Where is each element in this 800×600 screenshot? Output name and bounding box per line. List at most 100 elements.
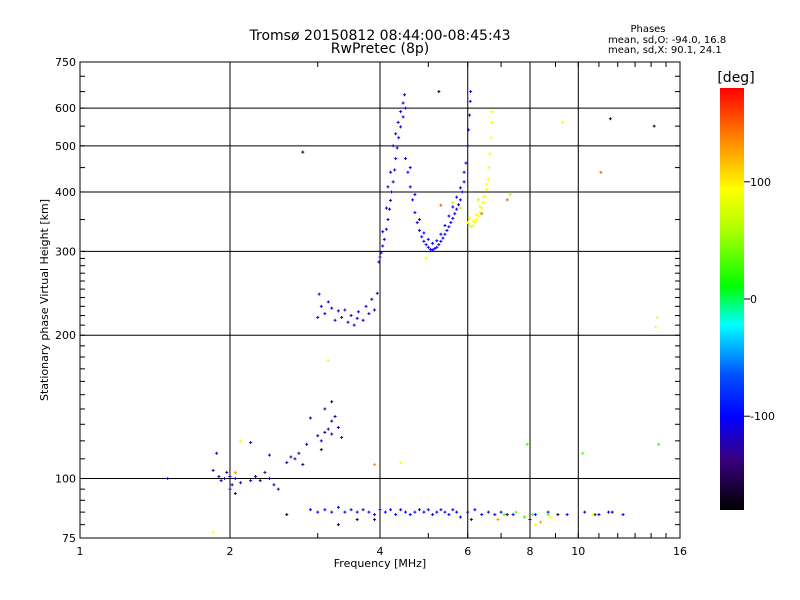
data-point: [316, 315, 320, 319]
data-point: [581, 451, 585, 455]
data-point: [263, 470, 267, 474]
data-point: [393, 168, 397, 172]
data-point: [301, 150, 305, 154]
data-point: [230, 483, 234, 487]
data-point: [435, 245, 439, 249]
data-point: [531, 513, 535, 517]
data-point: [211, 468, 215, 472]
data-point: [473, 508, 477, 512]
data-point: [330, 400, 334, 404]
data-point: [383, 510, 387, 514]
data-point: [431, 248, 435, 252]
y-axis-label: Stationary phase Virtual Height [km]: [38, 199, 51, 401]
data-point: [388, 207, 392, 211]
data-point: [386, 185, 390, 189]
data-point: [546, 513, 550, 517]
data-point: [386, 218, 390, 222]
data-point: [333, 414, 337, 418]
data-point: [556, 513, 560, 517]
data-point: [565, 513, 569, 517]
data-point: [549, 515, 553, 519]
data-point: [379, 251, 383, 255]
data-point: [308, 508, 312, 512]
data-point: [505, 198, 509, 202]
data-point: [481, 195, 485, 199]
data-point: [408, 513, 412, 517]
data-point: [476, 214, 480, 218]
data-point: [485, 187, 489, 191]
data-point: [406, 170, 410, 174]
data-point: [443, 232, 447, 236]
data-point: [455, 510, 459, 514]
data-point: [462, 180, 466, 184]
data-point: [413, 193, 417, 197]
data-point: [458, 198, 462, 202]
data-point: [455, 195, 459, 199]
data-point: [397, 136, 401, 140]
data-point: [417, 508, 421, 512]
colorbar-tick-label: 0: [750, 293, 757, 306]
data-point: [433, 247, 437, 251]
data-point: [599, 170, 603, 174]
data-point: [478, 211, 482, 215]
data-point: [437, 243, 441, 247]
data-point: [428, 247, 432, 251]
data-point: [340, 315, 344, 319]
data-point: [308, 416, 312, 420]
data-point: [399, 125, 403, 129]
data-point: [367, 510, 371, 514]
colorbar-ticks: 100 0 -100: [744, 176, 775, 423]
data-point: [361, 508, 365, 512]
data-point: [466, 221, 470, 225]
colorbar-tick-label: -100: [750, 410, 775, 423]
data-point: [285, 461, 289, 465]
data-point: [657, 442, 661, 446]
data-point: [228, 487, 232, 491]
data-point: [417, 228, 421, 232]
data-point: [462, 170, 466, 174]
data-point: [591, 513, 595, 517]
data-point: [464, 161, 468, 165]
data-point: [468, 99, 472, 103]
data-point: [422, 510, 426, 514]
data-point: [451, 201, 455, 205]
y-tick-label: 600: [55, 102, 76, 115]
data-point: [233, 492, 237, 496]
data-point: [561, 120, 565, 124]
data-point: [389, 198, 393, 202]
data-point: [239, 439, 243, 443]
data-point: [267, 453, 271, 457]
data-point: [466, 128, 470, 132]
data-point: [451, 508, 455, 512]
data-point: [443, 510, 447, 514]
data-point: [439, 203, 443, 207]
y-axis: 75 100 200 300 400 500 600 750: [55, 56, 680, 545]
data-point: [319, 448, 323, 452]
data-point: [451, 216, 455, 220]
data-point: [424, 256, 428, 260]
plot-grid: [80, 62, 680, 538]
data-point: [511, 513, 515, 517]
data-point: [483, 194, 487, 198]
data-point: [475, 218, 479, 222]
data-point: [317, 292, 321, 296]
data-point: [489, 136, 493, 140]
data-point: [336, 523, 340, 527]
stats-o: mean, sd,O: -94.0, 16.8: [608, 35, 726, 46]
data-point: [389, 170, 393, 174]
data-point: [394, 132, 398, 136]
data-point: [352, 323, 356, 327]
data-point: [343, 308, 347, 312]
data-point: [330, 432, 334, 436]
data-point: [373, 463, 377, 467]
data-point: [399, 508, 403, 512]
data-point: [422, 239, 426, 243]
data-point: [356, 310, 360, 314]
data-point: [336, 425, 340, 429]
colorbar: [deg] 100 0 -100: [717, 70, 775, 510]
data-point: [523, 515, 527, 519]
data-point: [340, 435, 344, 439]
data-point: [451, 205, 455, 209]
data-point: [326, 358, 330, 362]
data-point: [373, 308, 377, 312]
